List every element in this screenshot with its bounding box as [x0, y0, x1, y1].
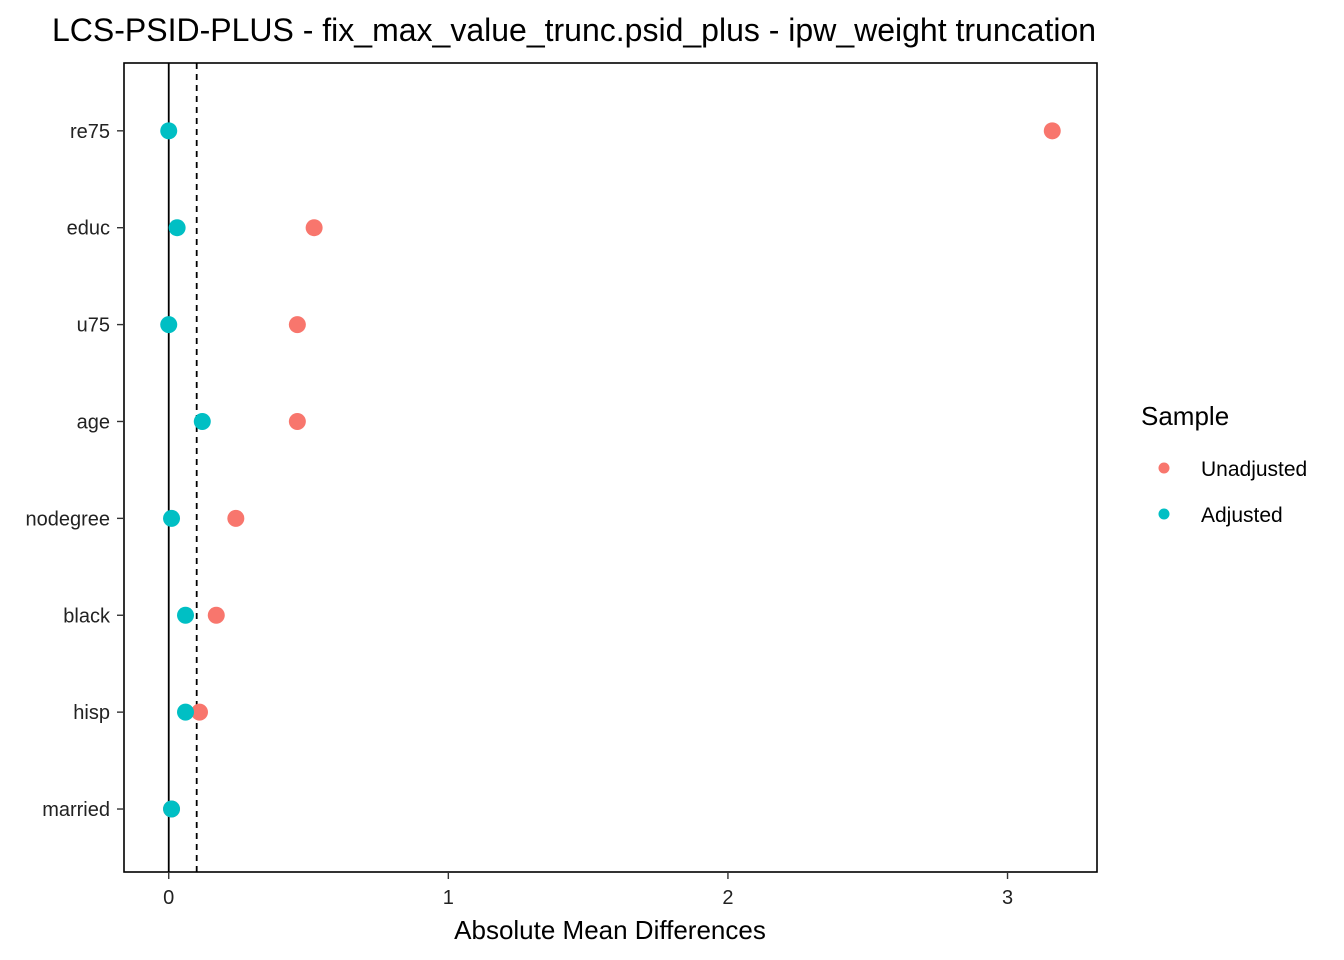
point-adjusted-re75: [160, 122, 178, 140]
point-adjusted-age: [193, 412, 211, 430]
x-tick-label: 0: [163, 887, 174, 909]
data-points: [160, 122, 1061, 818]
x-tick-label: 3: [1002, 887, 1013, 909]
panel-border: [123, 62, 1098, 873]
reference-lines: [167, 63, 198, 872]
point-unadjusted-educ: [305, 219, 323, 237]
point-unadjusted-re75: [1043, 122, 1061, 140]
point-adjusted-educ: [168, 219, 186, 237]
x-tick-label: 2: [722, 887, 733, 909]
legend: Sample Unadjusted Adjusted: [1141, 401, 1307, 527]
y-tick-label: black: [63, 605, 111, 627]
point-adjusted-hisp: [177, 703, 195, 721]
y-tick-label: nodegree: [25, 508, 110, 530]
legend-key-unadjusted: [1158, 462, 1170, 474]
x-tick-label: 1: [443, 887, 454, 909]
point-unadjusted-age: [288, 412, 306, 430]
point-adjusted-black: [177, 606, 195, 624]
legend-label-unadjusted: Unadjusted: [1201, 458, 1307, 481]
point-unadjusted-u75: [288, 316, 306, 334]
plot-panel: [123, 62, 1098, 873]
y-tick-label: educ: [67, 218, 110, 240]
legend-key-adjusted: [1158, 508, 1170, 520]
point-unadjusted-black: [207, 606, 225, 624]
y-tick-label: re75: [70, 121, 110, 143]
y-axis: re75 educ u75 age nodegree black hisp married: [25, 121, 124, 821]
y-tick-label: age: [77, 411, 110, 433]
point-adjusted-married: [163, 800, 181, 818]
chart-title: LCS-PSID-PLUS - fix_max_value_trunc.psid…: [52, 12, 1096, 48]
y-tick-label: married: [42, 799, 110, 821]
point-adjusted-nodegree: [163, 509, 181, 527]
y-tick-label: hisp: [73, 702, 110, 724]
legend-items: Unadjusted Adjusted: [1158, 458, 1307, 527]
point-adjusted-u75: [160, 316, 178, 334]
point-unadjusted-nodegree: [227, 509, 245, 527]
point-unadjusted-hisp: [190, 703, 208, 721]
legend-title: Sample: [1141, 401, 1229, 431]
y-tick-label: u75: [77, 315, 110, 337]
x-axis: 0 1 2 3: [163, 872, 1013, 909]
legend-label-adjusted: Adjusted: [1201, 504, 1283, 527]
x-axis-title: Absolute Mean Differences: [454, 915, 766, 945]
